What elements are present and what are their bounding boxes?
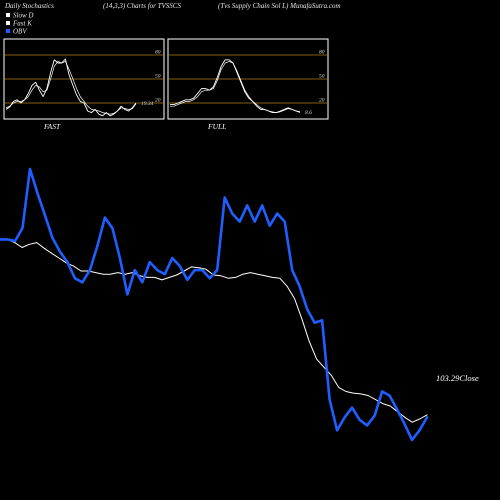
legend-swatch-slow-d	[6, 13, 10, 17]
price-obv-main-chart	[0, 167, 429, 442]
full-stochastic-panel: 20 50 80 8.6	[167, 38, 329, 120]
full-panel-tick-label-20: 20	[319, 98, 325, 104]
legend-label-obv: OBV	[13, 28, 27, 36]
chart-title: Daily Stochastics	[4, 2, 54, 10]
full-panel-tick-label-80: 80	[319, 50, 325, 56]
close-value-label: 103.29Close	[436, 373, 479, 383]
legend-label-fast-k: Fast K	[12, 20, 32, 28]
company-name: (Tvs Supply Chain Sol L) MunafaSutra.com	[218, 2, 341, 10]
full-panel-series-fast-k	[170, 59, 301, 114]
fast-panel-tick-label-20: 20	[155, 98, 161, 104]
main-series-close	[0, 238, 428, 423]
fast-panel-value-label: 19.34	[141, 100, 154, 107]
legend-swatch-obv	[6, 29, 10, 33]
chart-params: (14,3,3) Charts for TVSSCS	[103, 2, 181, 10]
fast-stochastic-panel: 20 50 80 19.34	[3, 38, 165, 120]
full-panel-tick-label-50: 50	[319, 74, 325, 80]
legend-swatch-fast-k	[6, 21, 10, 25]
fast-panel-tick-label-50: 50	[155, 74, 161, 80]
fast-panel-series-fast-k	[5, 58, 137, 117]
fast-panel-tick-label-80: 80	[155, 50, 161, 56]
fast-panel-series-slow-d	[5, 61, 137, 115]
legend: Slow D Fast K OBV	[6, 12, 33, 36]
fast-panel-label: FAST	[43, 122, 61, 131]
main-series-obv	[0, 167, 429, 442]
full-panel-series-slow-d	[170, 61, 301, 113]
legend-label-slow-d: Slow D	[13, 12, 33, 20]
full-panel-value-label: 8.6	[305, 110, 312, 116]
full-panel-label: FULL	[207, 122, 226, 131]
